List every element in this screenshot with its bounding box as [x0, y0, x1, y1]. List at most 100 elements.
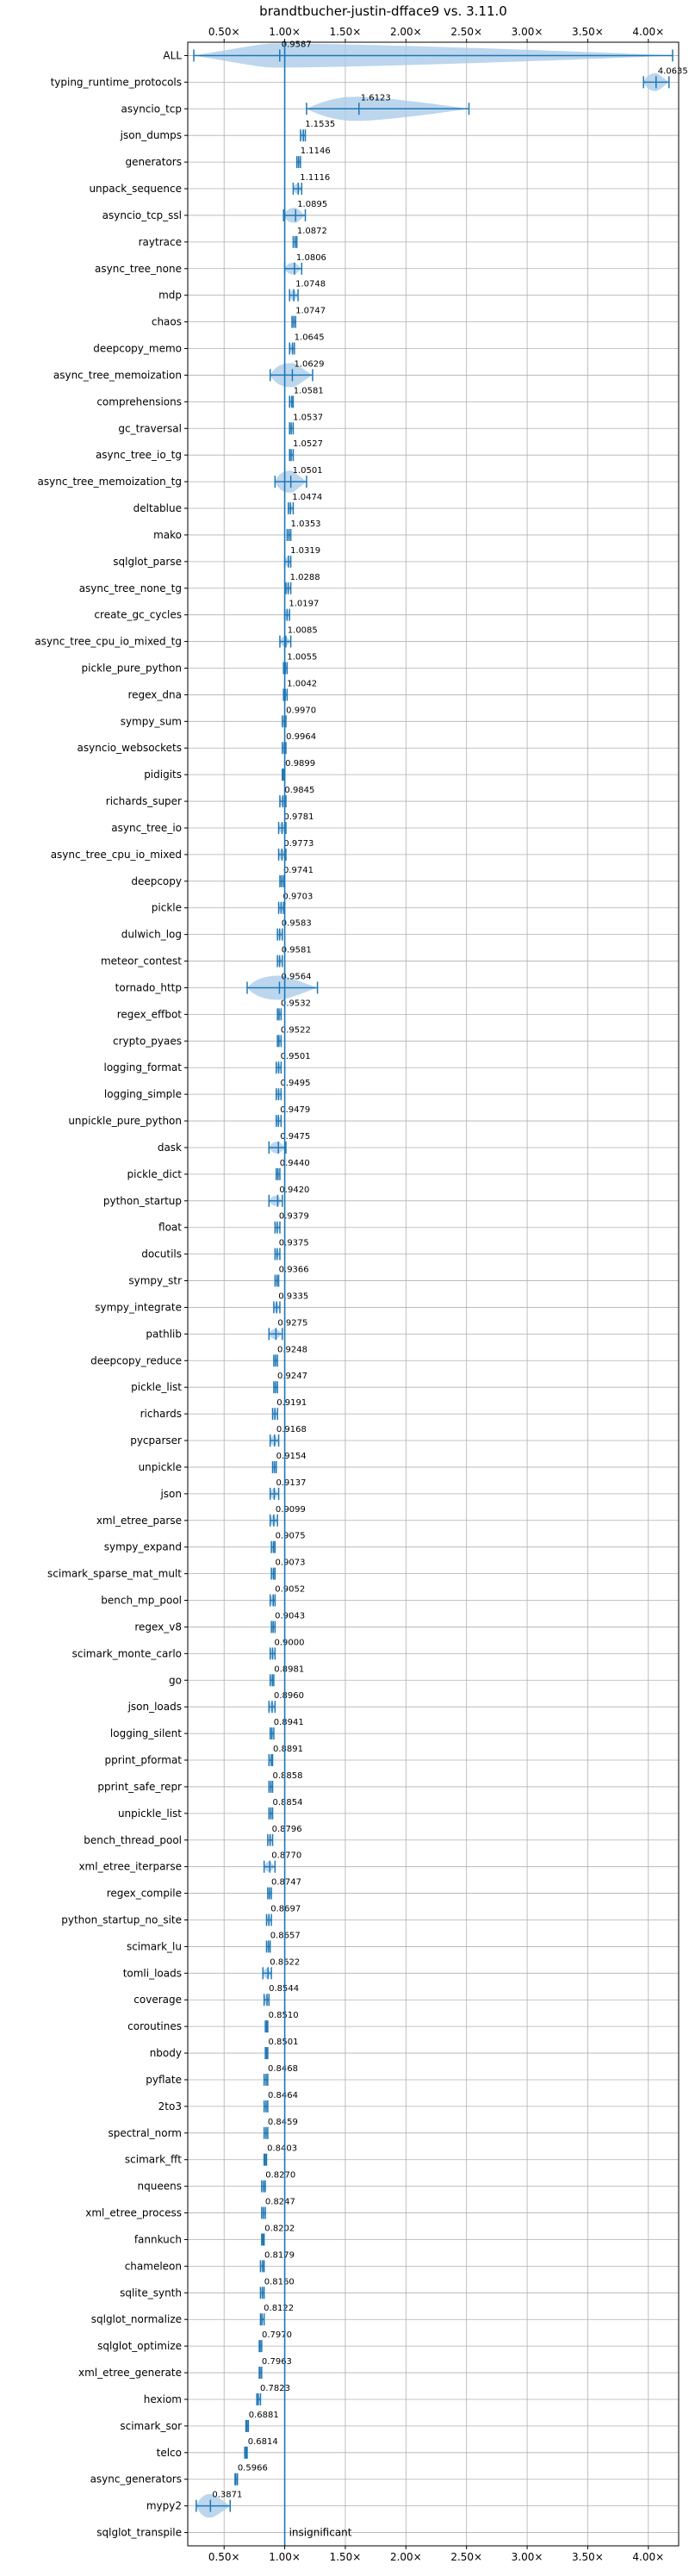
- y-tick-label: pprint_pformat: [105, 1754, 183, 1766]
- x-tick-label-top: 1.50×: [330, 26, 362, 38]
- y-tick-label: python_startup: [103, 1195, 182, 1207]
- y-tick-label: xml_etree_generate: [78, 2367, 182, 2379]
- y-tick-label: generators: [125, 156, 182, 168]
- data-label: 0.9532: [281, 999, 311, 1008]
- y-tick-label: async_tree_cpu_io_mixed_tg: [34, 636, 182, 648]
- x-tick-label-bottom: 2.00×: [390, 2551, 422, 2563]
- y-tick-label: chameleon: [125, 2260, 182, 2272]
- data-label: 1.0197: [289, 600, 319, 609]
- x-axis: 0.50× 0.50× 1.00× 1.00× 1.50× 1.50× 2.00× 2.00×…: [208, 26, 664, 2563]
- y-tick-label: raytrace: [139, 236, 182, 248]
- data-label: 1.0537: [293, 413, 323, 422]
- y-tick-label: asyncio_tcp: [121, 103, 182, 115]
- data-label: 0.9000: [275, 1638, 305, 1647]
- data-label: 1.1116: [300, 173, 330, 183]
- y-tick-label: coverage: [133, 1994, 182, 2006]
- y-tick-label: async_tree_io_tg: [96, 449, 182, 461]
- y-tick-label: xml_etree_iterparse: [78, 1861, 182, 1873]
- x-tick-label-bottom: 3.00×: [512, 2551, 543, 2563]
- data-label: 0.9375: [279, 1239, 309, 1248]
- chart-title: brandtbucher-justin-dfface9 vs. 3.11.0: [259, 3, 507, 19]
- x-tick-label-top: 0.50×: [208, 26, 240, 38]
- data-label: insignificant: [289, 2527, 352, 2539]
- y-tick-label: mako: [153, 529, 182, 541]
- data-label: 0.9479: [280, 1105, 310, 1115]
- y-tick-label: pickle_list: [131, 1381, 182, 1393]
- data-label: 0.8403: [267, 2144, 297, 2154]
- y-tick-label: unpack_sequence: [89, 183, 182, 195]
- data-label: 1.1535: [305, 120, 335, 129]
- x-tick-label-top: 2.00×: [390, 26, 422, 38]
- y-tick-label: regex_v8: [134, 1621, 182, 1633]
- data-label: 1.0581: [294, 386, 324, 395]
- data-label: 0.8796: [272, 1825, 302, 1834]
- y-tick-label: bench_mp_pool: [101, 1595, 182, 1607]
- y-tick-label: async_tree_none: [95, 263, 182, 275]
- x-tick-label-top: 3.50×: [572, 26, 604, 38]
- data-label: 0.9137: [276, 1478, 306, 1488]
- y-tick-label: comprehensions: [96, 395, 182, 408]
- data-label: 0.9781: [284, 812, 314, 822]
- y-tick-label: pyflate: [146, 2074, 182, 2086]
- y-tick-label: nbody: [150, 2047, 182, 2059]
- y-tick-label: async_tree_io: [111, 822, 182, 834]
- data-label: 0.9703: [282, 893, 313, 902]
- data-label: 0.9587: [282, 40, 312, 49]
- y-tick-label: asyncio_tcp_ssl: [102, 209, 182, 221]
- data-label: 1.0872: [297, 227, 327, 236]
- y-tick-label: tomli_loads: [123, 1967, 182, 1979]
- y-tick-label: sqlglot_transpile: [96, 2527, 182, 2539]
- y-tick-label: create_gc_cycles: [94, 609, 182, 621]
- y-tick-label: sympy_expand: [104, 1541, 182, 1553]
- data-label: 0.9168: [276, 1425, 307, 1434]
- data-label: 1.0747: [295, 307, 326, 316]
- y-tick-label: sqlglot_parse: [113, 556, 182, 568]
- data-label: 0.9191: [276, 1398, 307, 1408]
- y-tick-label: go: [169, 1674, 182, 1686]
- y-tick-label: float: [158, 1222, 182, 1234]
- data-label: 0.9564: [281, 972, 311, 981]
- y-tick-label: scimark_monte_carlo: [72, 1647, 182, 1659]
- data-label: 0.9335: [278, 1291, 308, 1301]
- data-label: 1.0319: [290, 546, 320, 556]
- data-label: 0.9501: [281, 1052, 311, 1061]
- y-tick-label: pycparser: [130, 1434, 182, 1447]
- data-label: 0.9366: [279, 1266, 309, 1275]
- y-tick-label: regex_compile: [107, 1888, 182, 1900]
- data-label: 0.9845: [284, 786, 314, 795]
- y-tick-label: hexiom: [144, 2393, 182, 2405]
- grid: [188, 42, 679, 2546]
- y-tick-label: deltablue: [133, 502, 182, 514]
- y-tick-label: sqlglot_normalize: [91, 2313, 182, 2325]
- data-label: 0.8247: [265, 2198, 295, 2207]
- data-label: 0.6881: [249, 2411, 279, 2420]
- data-label: 0.9495: [280, 1079, 310, 1088]
- data-label: 0.7970: [262, 2330, 292, 2340]
- y-tick-label: logging_format: [103, 1061, 182, 1073]
- data-label: 0.9475: [280, 1132, 310, 1142]
- data-label: 4.0635: [658, 66, 688, 76]
- data-label: 0.9964: [286, 732, 316, 742]
- data-label: 0.8891: [273, 1745, 303, 1754]
- y-tick-label: pprint_safe_repr: [97, 1781, 182, 1793]
- data-label: 1.0288: [290, 573, 320, 582]
- y-tick-label: sympy_integrate: [95, 1301, 182, 1313]
- data-label: 1.0806: [296, 253, 326, 263]
- data-label: 0.8770: [271, 1851, 301, 1861]
- data-label: 1.0055: [287, 653, 317, 663]
- y-tick-label: nqueens: [138, 2181, 182, 2193]
- y-tick-label: telco: [157, 2447, 182, 2459]
- x-tick-label-bottom: 3.50×: [572, 2551, 604, 2563]
- data-label: 0.8459: [268, 2118, 298, 2127]
- data-label: 0.9583: [282, 919, 312, 929]
- y-tick-label: pathlib: [146, 1328, 182, 1340]
- y-tick-label: async_tree_cpu_io_mixed: [51, 849, 182, 861]
- data-label: 1.0353: [291, 520, 321, 529]
- data-label: 0.9741: [283, 866, 313, 875]
- data-label: 1.0042: [287, 679, 317, 688]
- data-label: 0.8941: [274, 1718, 304, 1727]
- data-label: 0.8960: [274, 1691, 304, 1701]
- data-label: 1.0501: [293, 466, 323, 476]
- y-tick-label: async_generators: [90, 2473, 182, 2486]
- data-label: 0.9970: [286, 706, 316, 715]
